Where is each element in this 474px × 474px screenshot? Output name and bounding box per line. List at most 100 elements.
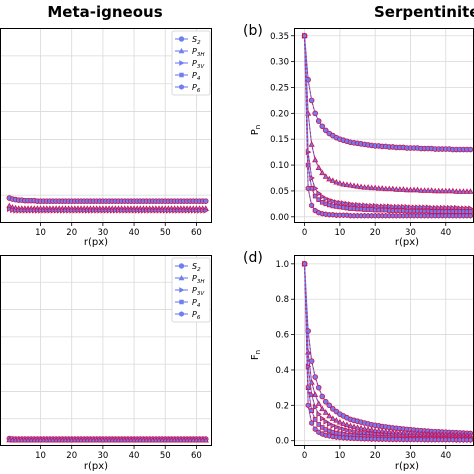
panel-c-legend-box	[171, 257, 211, 323]
panel-d-data-point	[337, 425, 344, 432]
panel-a-data-point	[169, 207, 175, 214]
panel-b-y-axis-label: Pn	[250, 125, 262, 135]
panel-b-data-point	[337, 199, 344, 206]
panel-b-y-axis-label-sub: n	[254, 125, 262, 129]
panel-b-data-point	[393, 186, 400, 192]
panel-b-data-point	[344, 200, 351, 207]
panel-a-data-point	[53, 207, 60, 214]
panel-c-legend-label-main: P	[192, 298, 197, 307]
panel-a-legend-marker	[178, 36, 185, 42]
panel-b-data-point	[319, 193, 326, 200]
panel-c-legend-marker	[179, 311, 184, 317]
panel-b-data-point	[410, 186, 418, 193]
panel-d-data-point	[319, 405, 326, 412]
panel-b-data-point	[322, 127, 329, 134]
panel-b-data-point	[386, 203, 393, 210]
panel-c-legend-label: P3H	[192, 274, 204, 285]
panel-d-data-point	[341, 426, 347, 433]
panel-a-x-tick-label: 40	[129, 228, 140, 238]
panel-b-data-point	[454, 204, 460, 212]
panel-d-data-point	[351, 428, 358, 435]
panel-c-legend-label: P6	[192, 310, 201, 321]
panel-d-data-point	[302, 260, 308, 267]
panel-b-y-tick-label: 0.20	[270, 109, 289, 119]
panel-b-x-tick-label: 40	[440, 228, 451, 238]
panel-c-legend-label-main: S	[192, 262, 197, 271]
panel-d-data-point	[326, 402, 333, 409]
panel-label-b: (b)	[243, 23, 263, 39]
panel-c-legend-label-sub: 2	[197, 267, 201, 273]
panel-b-data-point	[330, 198, 337, 205]
panel-b-data-point	[322, 173, 329, 179]
panel-a-legend-marker	[179, 60, 185, 66]
panel-b-data-point	[355, 201, 361, 208]
panel-b-data-point	[315, 118, 322, 124]
panel-d-data-point	[343, 421, 351, 428]
panel-a-data-point	[38, 207, 44, 214]
panel-b-data-point	[418, 204, 425, 211]
panel-a-data-point	[150, 207, 156, 214]
panel-d-data-point	[467, 437, 473, 443]
panel-a-legend-item: S2	[175, 35, 201, 46]
panel-a-series-3	[7, 205, 209, 214]
right-column-title: Serpentinite	[374, 3, 474, 21]
panel-a-x-axis-label: r(px)	[84, 237, 108, 248]
panel-b-data-point	[467, 188, 474, 194]
panel-a-x-tick-label: 30	[97, 228, 108, 238]
panel-d-data-point	[309, 408, 314, 413]
panel-b-data-point	[407, 186, 414, 193]
panel-a-data-point	[81, 207, 88, 214]
panel-b-y-tick-label: 0.25	[270, 83, 289, 93]
panel-d-data-point	[322, 409, 329, 415]
panel-b-y-tick-label: 0.15	[270, 135, 289, 145]
panel-b-data-point	[403, 186, 411, 193]
panel-b-data-point	[372, 202, 379, 210]
panel-d-x-tick-label: 40	[440, 451, 451, 461]
panel-b-data-point	[443, 204, 449, 212]
panel-a-legend-label-sub: 6	[197, 88, 201, 94]
panel-a-data-point	[63, 207, 69, 214]
panel-b-series-1	[301, 32, 474, 153]
panel-b-x-tick-label: 30	[405, 228, 416, 238]
panel-b-data-point	[319, 123, 326, 130]
panel-c-legend-label-sub: 3H	[197, 279, 205, 285]
panel-c-legend-marker	[178, 263, 185, 269]
panel-a-legend-label-sub: 3H	[197, 52, 205, 58]
panel-c-legend-marker	[178, 274, 185, 281]
panel-d-y-tick-label: 0.4	[275, 366, 289, 376]
panel-a-data-point	[178, 207, 185, 214]
panel-b-data-point	[468, 209, 473, 214]
panel-b-data-point	[302, 32, 308, 39]
panel-b-y-tick-label: 0.00	[270, 213, 289, 223]
panel-a-data-point	[144, 207, 150, 214]
panel-b-data-point	[357, 183, 365, 190]
panel-c-legend-item: P3V	[175, 286, 205, 297]
panel-b-data-point	[449, 187, 456, 194]
panel-a-data-point	[202, 198, 209, 204]
panel-b-data-point	[379, 185, 386, 191]
panel-b-data-point	[463, 188, 471, 194]
panel-b-plot-area	[301, 32, 474, 219]
panel-a-data-point	[35, 207, 41, 214]
panel-b-data-point	[316, 190, 322, 197]
panel-d-y-tick-label: 0.2	[275, 401, 289, 411]
panel-c-x-tick-label: 30	[97, 451, 108, 461]
panel-b-x-axis-label: r(px)	[395, 237, 419, 248]
panel-label-d: (d)	[243, 250, 263, 266]
panel-a-data-point	[19, 207, 26, 214]
panel-d-data-point	[316, 429, 322, 436]
panel-a-data-point	[50, 207, 57, 214]
panel-a-data-point	[116, 207, 122, 214]
panel-c-legend-label-main: P	[192, 310, 197, 319]
panel-b-data-point	[305, 185, 311, 192]
panel-a-data-point	[159, 207, 166, 214]
panel-b-data-point	[375, 185, 382, 191]
panel-c-legend-item: S2	[175, 262, 201, 273]
panel-a-data-point	[172, 207, 178, 214]
panel-b-data-point	[312, 156, 319, 163]
panel-a-data-point	[31, 207, 38, 214]
panel-c-frame	[0, 255, 212, 446]
panel-c-legend-label: P3V	[192, 286, 205, 297]
